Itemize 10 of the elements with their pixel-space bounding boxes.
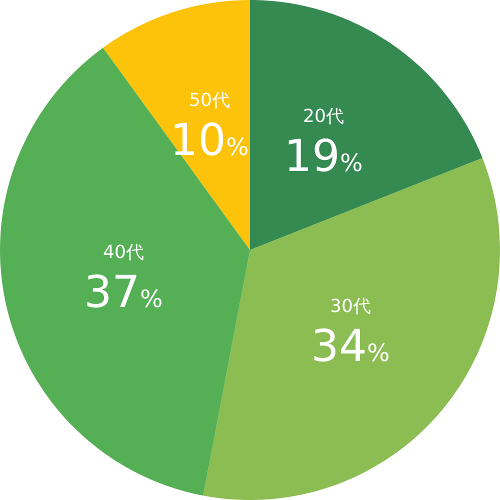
slice-label: 30代: [330, 296, 371, 317]
pie-slice: [250, 0, 482, 250]
data-label: 19%: [284, 131, 363, 182]
data-label: 10%: [170, 115, 249, 166]
data-label: 37%: [84, 267, 163, 318]
pie-slice: [0, 48, 250, 496]
slice-label: 20代: [303, 106, 344, 127]
data-label: 34%: [311, 321, 390, 372]
slice-label: 50代: [189, 90, 230, 111]
slice-label: 40代: [103, 242, 144, 263]
